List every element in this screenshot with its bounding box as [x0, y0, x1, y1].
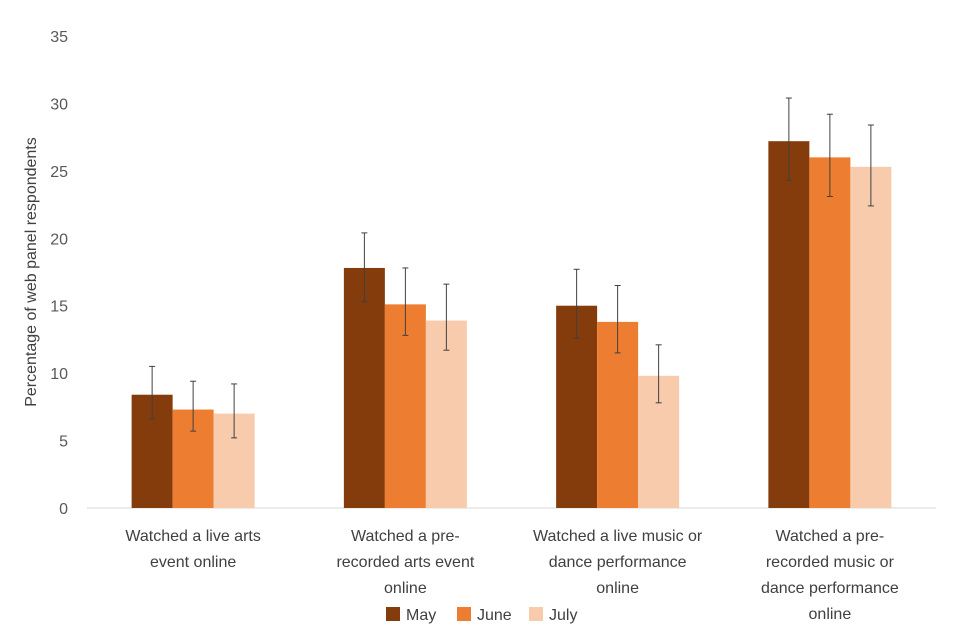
- y-tick-label: 20: [50, 231, 68, 248]
- error-bar: [785, 97, 792, 181]
- error-bar: [655, 344, 662, 404]
- category-label: Watched a live arts: [125, 528, 260, 545]
- bar-june-4: [809, 157, 851, 508]
- legend-item-june: June: [457, 607, 512, 624]
- legend-item-july: July: [529, 607, 577, 624]
- legend: May June July: [386, 607, 577, 624]
- error-bar: [190, 380, 197, 432]
- y-tick-label: 35: [50, 29, 68, 46]
- category-label: recorded arts event: [336, 554, 474, 571]
- bar-may-2: [343, 267, 385, 508]
- y-tick-label: 10: [50, 366, 68, 383]
- error-bar: [826, 113, 833, 197]
- category-label: Watched a pre-: [775, 528, 884, 545]
- y-axis-title: Percentage of web panel respondents: [23, 137, 40, 407]
- y-tick-label: 0: [59, 501, 68, 518]
- bar-june-2: [384, 304, 426, 508]
- error-bar: [402, 267, 409, 336]
- y-axis-title-group: Percentage of web panel respondents: [23, 137, 40, 407]
- legend-label: May: [406, 607, 436, 624]
- bar-july-4: [850, 166, 892, 508]
- error-bar: [867, 124, 874, 207]
- legend-swatch: [529, 607, 543, 621]
- error-bar: [361, 232, 368, 303]
- y-tick-label: 25: [50, 164, 68, 181]
- error-bar: [614, 284, 621, 354]
- legend-label: July: [549, 607, 577, 624]
- bar-may-3: [556, 305, 598, 508]
- y-tick-label: 15: [50, 299, 68, 316]
- legend-swatch: [386, 607, 400, 621]
- legend-label: June: [477, 607, 512, 624]
- category-label: recorded music or: [766, 554, 895, 571]
- y-tick-label: 5: [59, 434, 68, 451]
- category-label: online: [596, 580, 639, 597]
- error-bars-group: [149, 97, 874, 439]
- y-tick-label: 30: [50, 96, 68, 113]
- bars-group: [131, 141, 892, 508]
- bar-july-2: [425, 320, 467, 508]
- legend-swatch: [457, 607, 471, 621]
- category-label: dance performance: [761, 580, 899, 597]
- category-label: Watched a live music or: [533, 528, 703, 545]
- bar-may-4: [768, 141, 810, 508]
- y-axis-ticks: 0 5 10 15 20 25 30 35: [50, 29, 68, 518]
- category-label: online: [384, 580, 427, 597]
- error-bar: [149, 365, 156, 420]
- category-label: dance performance: [549, 554, 687, 571]
- category-labels: Watched a live arts event online Watched a…: [125, 528, 899, 623]
- category-label: online: [809, 606, 852, 623]
- category-label: Watched a pre-: [351, 528, 460, 545]
- category-label: event online: [150, 554, 236, 571]
- legend-item-may: May: [386, 607, 436, 624]
- error-bar: [443, 283, 450, 351]
- error-bar: [573, 268, 580, 339]
- error-bar: [231, 383, 238, 439]
